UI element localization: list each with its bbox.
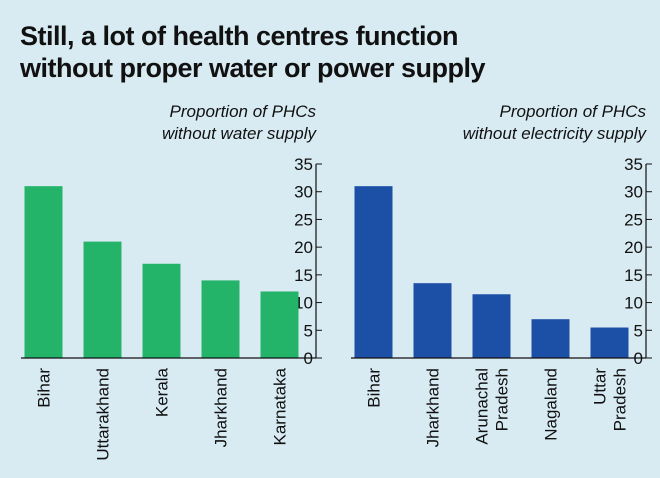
electricity-y-tick-label: 15: [624, 266, 643, 285]
electricity-y-tick-label: 10: [624, 294, 643, 313]
electricity-category-label-4: Uttar: [591, 368, 610, 405]
water-y-tick-label: 35: [294, 155, 313, 174]
water-y-tick-label: 20: [294, 238, 313, 257]
electricity-bar-0: [354, 186, 393, 358]
water-y-tick-label: 15: [294, 266, 313, 285]
water-category-label-2: Kerala: [153, 367, 172, 417]
electricity-subtitle-line-1: Proportion of PHCs: [500, 102, 647, 121]
electricity-category-label-2: Arunachal: [473, 368, 492, 445]
water-y-tick-label: 30: [294, 183, 313, 202]
water-subtitle-line-2: without water supply: [162, 124, 318, 143]
electricity-subtitle-line-2: without electricity supply: [463, 124, 648, 143]
electricity-y-tick-label: 35: [624, 155, 643, 174]
water-bar-2: [142, 263, 181, 358]
water-subtitle-line-1: Proportion of PHCs: [170, 102, 317, 121]
water-category-label-0: Bihar: [35, 368, 54, 408]
page-title: Still, a lot of health centres function …: [20, 20, 640, 84]
water-y-tick-label: 10: [294, 294, 313, 313]
electricity-category-label-4: Pradesh: [611, 368, 630, 431]
electricity-category-label-1: Jharkhand: [424, 368, 443, 447]
title-line-1: Still, a lot of health centres function: [20, 21, 459, 51]
water-category-label-1: Uttarakhand: [94, 368, 113, 461]
electricity-bar-1: [413, 283, 452, 358]
electricity-category-label-2: Pradesh: [493, 368, 512, 431]
electricity-y-tick-label: 20: [624, 238, 643, 257]
title-line-2: without proper water or power supply: [20, 53, 486, 83]
electricity-bar-2: [472, 294, 511, 358]
water-y-tick-label: 25: [294, 210, 313, 229]
electricity-supply-chart: Proportion of PHCs without electricity su…: [351, 102, 652, 447]
electricity-y-tick-label: 30: [624, 183, 643, 202]
water-bar-0: [24, 186, 63, 358]
water-bar-4: [260, 291, 299, 358]
electricity-bar-4: [590, 327, 629, 358]
water-bar-3: [201, 280, 240, 358]
water-category-label-4: Karnataka: [271, 367, 290, 445]
water-y-tick-label: 5: [304, 321, 313, 340]
electricity-category-label-3: Nagaland: [542, 368, 561, 441]
electricity-category-label-0: Bihar: [365, 368, 384, 408]
water-bar-1: [83, 241, 122, 358]
water-category-label-3: Jharkhand: [212, 368, 231, 447]
electricity-y-tick-label: 25: [624, 210, 643, 229]
electricity-y-tick-label: 5: [634, 321, 643, 340]
electricity-bar-3: [531, 319, 570, 358]
